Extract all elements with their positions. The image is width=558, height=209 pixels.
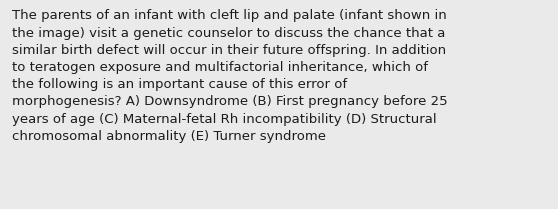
Text: The parents of an infant with cleft lip and palate (infant shown in
the image) v: The parents of an infant with cleft lip … [12, 9, 448, 143]
